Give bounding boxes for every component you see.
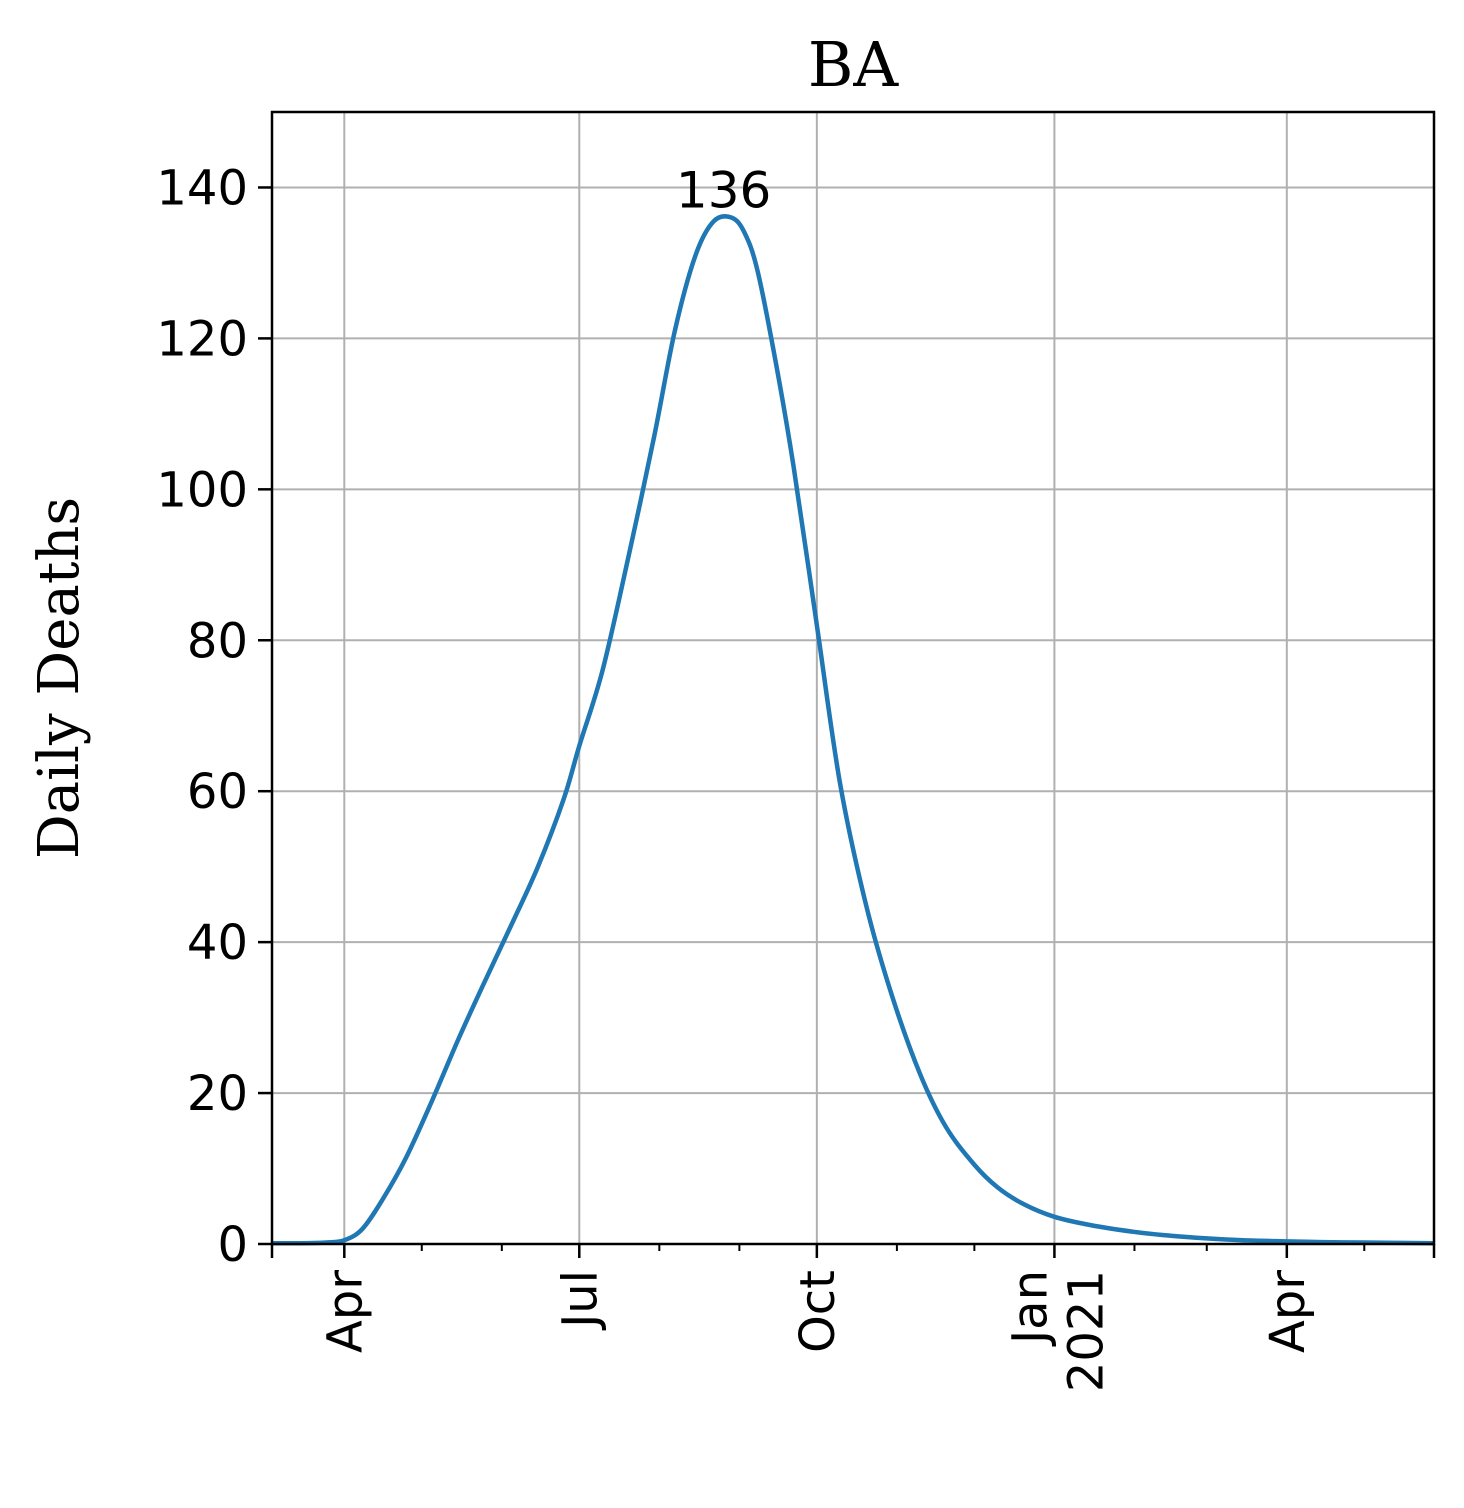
x-tick-label-group: Jul	[552, 1270, 608, 1331]
text-layer: BA Daily Deaths 0 20 40 60 80 100 120 140 Apr Jul…	[27, 28, 1316, 1392]
x-tick-label-group: Apr	[317, 1270, 373, 1353]
x-tick-label: Apr	[1260, 1270, 1316, 1353]
plot-layer	[271, 214, 1435, 1246]
y-tick-label: 140	[156, 160, 248, 216]
y-tick-label: 20	[187, 1066, 248, 1122]
peak-annotation: 136	[676, 162, 771, 220]
x-tick-label-group: Oct	[790, 1270, 846, 1353]
y-tick-label: 40	[187, 915, 248, 971]
x-tick-label-year: 2021	[1058, 1270, 1114, 1392]
x-tick-label: Oct	[790, 1270, 846, 1353]
series-line	[271, 214, 1435, 1246]
x-tick-label: Jan	[1002, 1270, 1058, 1347]
y-tick-label: 120	[156, 311, 248, 367]
x-tick-label-group: Jan 2021	[1002, 1270, 1114, 1392]
y-axis-label: Daily Deaths	[27, 497, 92, 859]
x-tick-label: Apr	[317, 1270, 373, 1353]
grid-layer	[272, 112, 1434, 1245]
x-tick-label-group: Apr	[1260, 1270, 1316, 1353]
y-tick-label: 80	[187, 613, 248, 669]
plot-frame	[270, 110, 1436, 1246]
ticks-layer	[258, 186, 1436, 1258]
x-tick-label: Jul	[552, 1270, 608, 1331]
y-tick-label: 60	[187, 764, 248, 820]
y-tick-label: 0	[217, 1217, 248, 1273]
y-tick-label: 100	[156, 462, 248, 518]
chart-title: BA	[808, 28, 900, 101]
